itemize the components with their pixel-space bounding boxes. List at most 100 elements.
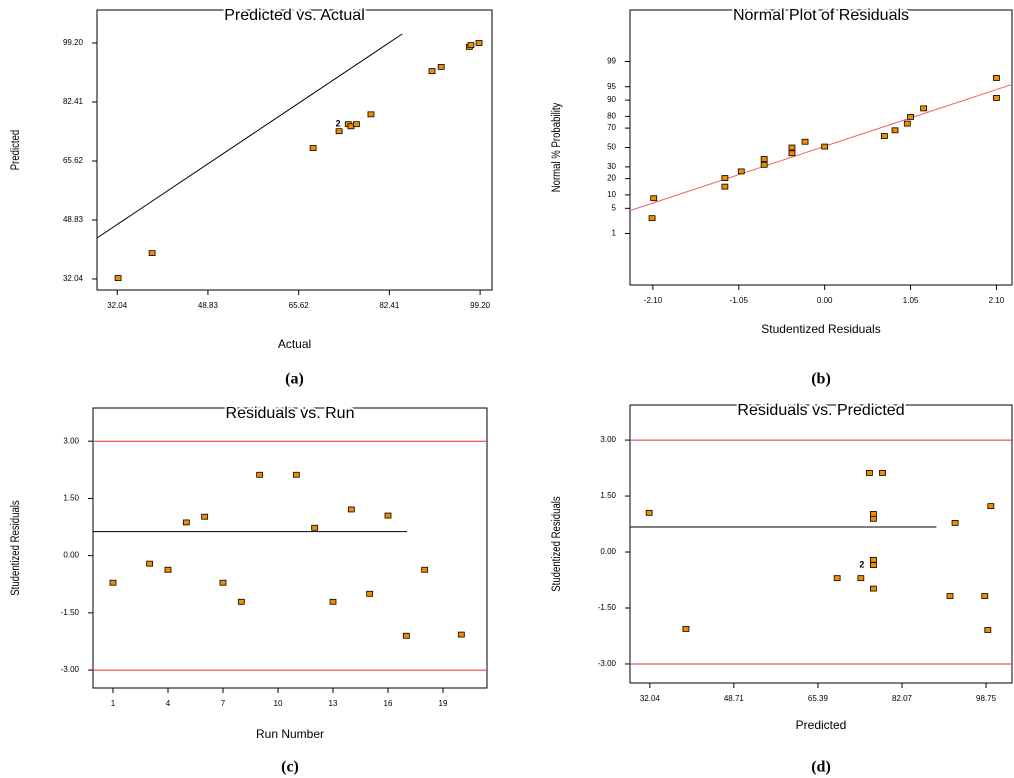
plot-frame xyxy=(96,9,493,291)
data-point xyxy=(219,579,227,586)
data-point xyxy=(648,215,656,222)
y-tick-label: 5 xyxy=(612,203,617,212)
data-point xyxy=(891,127,899,134)
x-axis-label: Run Number xyxy=(256,727,324,741)
x-axis-label: Predicted xyxy=(796,718,847,732)
data-point xyxy=(237,598,245,605)
data-point xyxy=(146,560,154,567)
data-point xyxy=(879,470,886,476)
y-tick-label: 95 xyxy=(607,82,616,91)
x-tick-label: 10 xyxy=(274,699,283,708)
y-tick-label: 3.00 xyxy=(600,435,616,444)
data-point xyxy=(801,138,809,145)
x-tick-label: 7 xyxy=(221,699,226,708)
data-point xyxy=(788,150,796,157)
data-point xyxy=(870,511,877,517)
x-tick-label: 82.07 xyxy=(892,694,913,703)
data-point xyxy=(437,64,445,70)
data-point xyxy=(987,503,995,510)
x-tick-label: 98.75 xyxy=(976,694,997,703)
x-tick-label: 16 xyxy=(384,699,393,708)
y-tick-label: 65.62 xyxy=(63,156,84,165)
y-axis-label: Studentized Residuals xyxy=(550,496,563,592)
data-point xyxy=(311,524,319,531)
x-tick-label: 2.10 xyxy=(989,296,1005,305)
data-point xyxy=(946,593,954,599)
y-tick-label: 99.20 xyxy=(63,38,84,47)
data-point xyxy=(821,143,829,150)
x-tick-label: 19 xyxy=(439,699,448,708)
data-point xyxy=(870,515,877,522)
x-tick-label: 0.00 xyxy=(817,296,833,305)
data-point xyxy=(428,68,436,75)
data-point xyxy=(645,509,653,516)
y-tick-label: 90 xyxy=(607,95,616,104)
x-tick-label: 13 xyxy=(329,699,338,708)
data-point xyxy=(951,520,959,526)
y-tick-label: 80 xyxy=(607,111,616,120)
x-tick-label: 65.39 xyxy=(808,694,829,703)
plot-frame xyxy=(629,404,1013,684)
y-tick-label: 70 xyxy=(607,123,616,132)
y-tick-label: 1.50 xyxy=(600,491,616,500)
data-point xyxy=(880,133,888,139)
chart-title: Residuals vs. Predicted xyxy=(737,402,904,419)
data-point xyxy=(760,161,768,168)
y-tick-label: 20 xyxy=(607,174,616,183)
data-point xyxy=(760,156,768,162)
x-tick-label: 4 xyxy=(166,699,171,708)
y-tick-label: -3.00 xyxy=(61,665,80,674)
data-point xyxy=(457,631,465,638)
x-tick-label: 1 xyxy=(111,699,116,708)
data-point xyxy=(993,95,1000,101)
panel-caption: (b) xyxy=(811,371,831,388)
data-point xyxy=(384,512,392,519)
data-point xyxy=(870,562,877,568)
data-point xyxy=(256,471,264,478)
panel-caption: (d) xyxy=(811,759,831,776)
x-tick-label: 99.20 xyxy=(470,301,491,310)
data-point xyxy=(865,470,873,476)
fit-line xyxy=(629,83,1013,212)
data-point xyxy=(367,111,375,118)
data-point xyxy=(721,183,729,190)
data-point xyxy=(366,590,374,597)
y-tick-label: 30 xyxy=(607,162,616,171)
y-tick-label: -1.50 xyxy=(61,608,80,617)
x-tick-label: 48.71 xyxy=(724,694,745,703)
data-point xyxy=(920,105,928,112)
data-point xyxy=(650,195,658,202)
y-tick-label: 82.41 xyxy=(63,97,84,106)
data-point xyxy=(109,579,117,586)
panel-caption: (c) xyxy=(281,759,299,776)
y-tick-label: 1 xyxy=(612,229,617,238)
data-point xyxy=(907,114,914,120)
chart-title: Residuals vs. Run xyxy=(226,405,355,422)
panel-caption: (a) xyxy=(285,371,304,388)
y-axis-label: Normal % Probability xyxy=(550,102,563,192)
chart-title: Predicted vs. Actual xyxy=(224,7,365,24)
y-tick-label: 3.00 xyxy=(63,436,79,445)
y-tick-label: 99 xyxy=(607,57,616,66)
x-axis-label: Actual xyxy=(278,337,311,351)
data-point xyxy=(475,40,483,46)
data-point xyxy=(721,175,729,181)
data-point xyxy=(182,519,190,526)
chart-title: Normal Plot of Residuals xyxy=(733,7,909,24)
annotation: 2 xyxy=(336,119,341,129)
x-axis-label: Studentized Residuals xyxy=(761,322,880,336)
data-point xyxy=(114,275,122,281)
y-tick-label: 1.50 xyxy=(63,494,79,503)
y-tick-label: 50 xyxy=(607,143,616,152)
annotation: 2 xyxy=(859,559,864,569)
y-axis-label: Predicted xyxy=(9,130,22,171)
x-tick-label: 32.04 xyxy=(107,301,128,310)
data-point xyxy=(737,168,745,175)
x-tick-label: 32.04 xyxy=(640,694,661,703)
data-point xyxy=(870,556,877,563)
y-tick-label: 0.00 xyxy=(63,551,79,560)
data-point xyxy=(335,128,343,135)
data-point xyxy=(870,585,877,592)
data-point xyxy=(201,513,209,520)
data-point xyxy=(993,75,1000,81)
